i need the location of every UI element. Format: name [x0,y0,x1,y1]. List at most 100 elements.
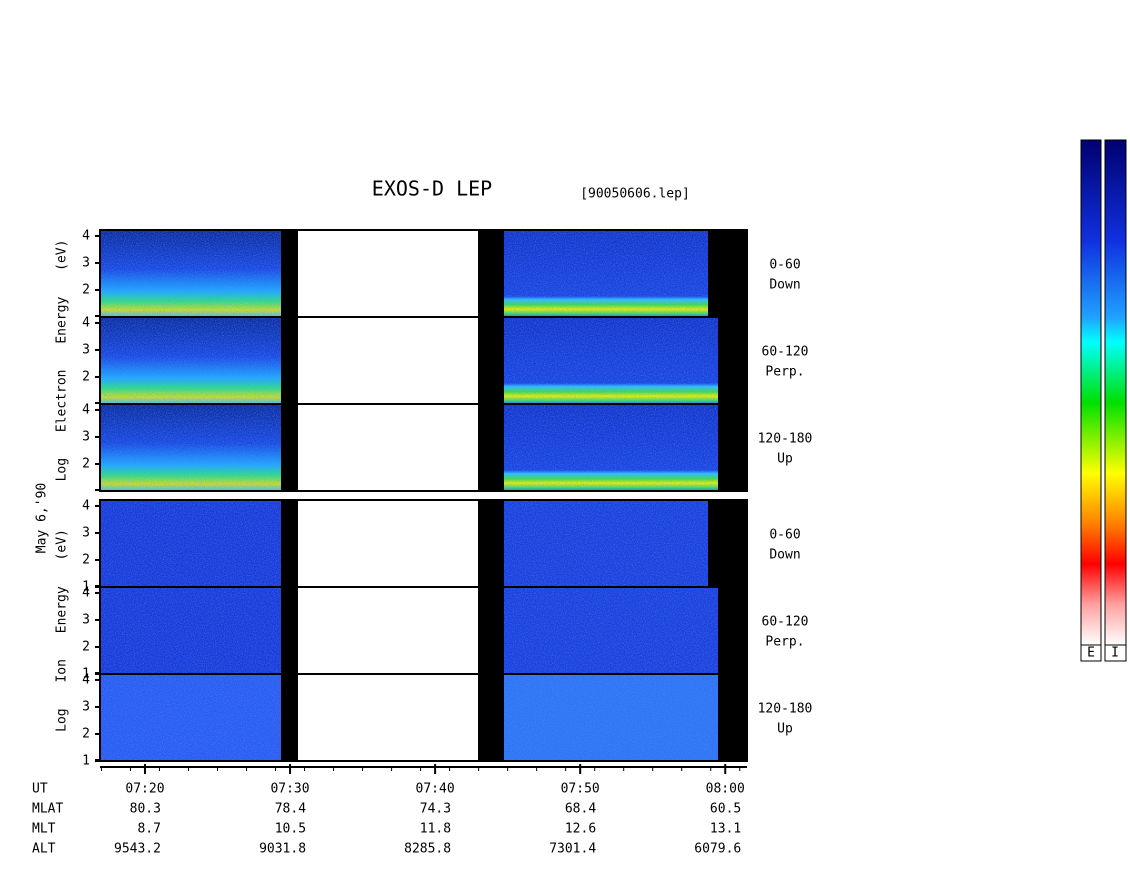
y-tick-label: 3 [82,525,90,540]
x-tick-label: 07:20 [125,782,164,797]
y-tick-label: 3 [82,255,90,270]
data-gap [478,500,504,587]
spectrogram-noise [100,500,281,587]
orbit-value: 9543.2 [114,842,161,857]
orbit-value: 10.5 [275,822,306,837]
y-tick-label: 2 [82,552,90,567]
orbit-value: 60.5 [710,802,741,817]
orbit-value: 9031.8 [259,842,306,857]
y-tick-label: 2 [82,282,90,297]
x-axis-label: UT [32,782,48,797]
spectrogram-noise [100,674,281,761]
x-tick-label: 07:40 [416,782,455,797]
colorbar [1080,139,1102,646]
x-tick-label: 08:00 [706,782,745,797]
y-tick-label: 3 [82,342,90,357]
orbit-value: 7301.4 [549,842,596,857]
spectrogram-noise [100,404,281,491]
panel-angle: 120-180 [758,702,813,717]
y-axis-label: Log Electron Energy (eV) [55,240,70,482]
orbit-value: 8285.8 [404,842,451,857]
orbit-label: MLT [32,822,56,837]
orbit-value: 12.6 [565,822,596,837]
orbit-value: 13.1 [710,822,741,837]
x-tick-label: 07:30 [270,782,309,797]
date-label: May 6,'90 [35,483,50,553]
data-gap [281,404,298,491]
data-gap [718,317,747,404]
y-tick-label: 2 [82,726,90,741]
orbit-label: MLAT [32,802,63,817]
orbit-value: 80.3 [130,802,161,817]
orbit-value: 8.7 [137,822,160,837]
panel-direction: Perp. [765,635,804,650]
y-tick-label: 4 [82,402,90,417]
panel-angle: 0-60 [769,258,800,273]
data-gap [478,674,504,761]
panel-angle: 120-180 [758,432,813,447]
spectrogram-noise [100,587,281,674]
data-gap [478,230,504,317]
spectrogram-noise [100,317,281,404]
spectrogram-noise [504,500,708,587]
colorbar-label-box [1080,644,1102,662]
data-gap [281,500,298,587]
orbit-value: 68.4 [565,802,596,817]
data-gap [281,230,298,317]
y-tick-label: 3 [82,699,90,714]
panel-frame [99,403,748,492]
y-tick-label: 1 [82,667,90,682]
y-tick-label: 3 [82,429,90,444]
spectrogram-noise [504,230,708,317]
panel-direction: Perp. [765,365,804,380]
panel-direction: Down [769,278,800,293]
data-gap [718,587,747,674]
y-tick-label: 4 [82,585,90,600]
colorbar [1104,139,1127,646]
data-gap [708,230,747,317]
file-label: [90050606.lep] [580,187,690,202]
data-gap [281,587,298,674]
orbit-value: 78.4 [275,802,306,817]
colorbar-label: I [1111,646,1119,661]
y-tick-label: 4 [82,498,90,513]
data-gap [718,404,747,491]
y-tick-label: 1 [82,754,90,769]
panel-direction: Down [769,548,800,563]
y-axis-label: Log Ion Energy (eV) [55,529,70,732]
data-gap [718,674,747,761]
spectrogram-noise [504,404,718,491]
y-tick-label: 4 [82,672,90,687]
spectrogram-noise [504,317,718,404]
orbit-label: ALT [32,842,56,857]
data-gap [281,674,298,761]
orbit-value: 6079.6 [694,842,741,857]
colorbar-label: E [1087,646,1095,661]
colorbar-label-box [1104,644,1127,662]
y-tick-label: 3 [82,612,90,627]
panel-angle: 60-120 [762,345,809,360]
panel-direction: Up [777,452,793,467]
spectrogram-noise [504,587,718,674]
y-tick-label: 4 [82,228,90,243]
spectrogram-noise [100,230,281,317]
orbit-value: 11.8 [420,822,451,837]
data-gap [708,500,747,587]
chart-title: EXOS-D LEP [372,177,492,201]
orbit-value: 74.3 [420,802,451,817]
y-tick-label: 1 [82,580,90,595]
x-tick-label: 07:50 [561,782,600,797]
panel-angle: 60-120 [762,615,809,630]
data-gap [478,317,504,404]
y-tick-label: 2 [82,456,90,471]
data-gap [478,404,504,491]
data-gap [281,317,298,404]
panel-direction: Up [777,722,793,737]
panel-frame [99,673,748,762]
spectrogram-noise [504,674,718,761]
y-tick-label: 2 [82,369,90,384]
data-gap [478,587,504,674]
panel-angle: 0-60 [769,528,800,543]
y-tick-label: 4 [82,315,90,330]
